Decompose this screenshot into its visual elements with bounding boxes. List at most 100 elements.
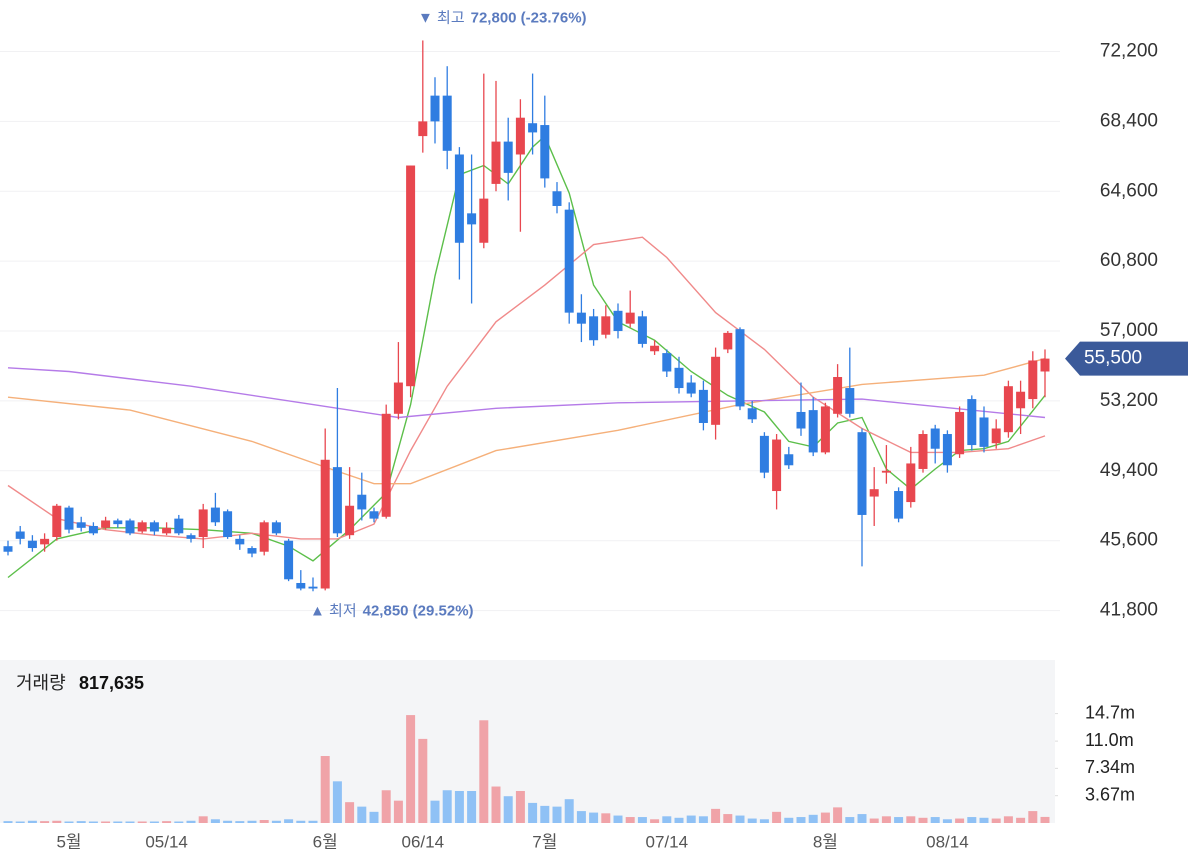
candle-body (845, 388, 855, 414)
volume-bar (589, 812, 599, 823)
volume-bar (149, 821, 159, 823)
candle-body (528, 123, 538, 133)
candle-body (735, 329, 745, 407)
candle-body (467, 213, 477, 225)
volume-bar (320, 756, 330, 823)
candle-body (991, 428, 1001, 444)
candle-body (808, 410, 818, 453)
volume-tick-label: 11.0m (1085, 730, 1134, 750)
candle-body (345, 505, 355, 536)
volume-bar (601, 813, 611, 823)
candle-body (162, 527, 172, 534)
volume-bar (723, 814, 733, 823)
candle-body (223, 511, 233, 538)
volume-bar (454, 790, 464, 823)
volume-bar (674, 817, 684, 823)
candle-body (308, 586, 318, 589)
volume-bar (869, 818, 879, 823)
candle-body (369, 511, 379, 519)
volume-bar (711, 808, 721, 823)
x-tick-label: 05/14 (145, 832, 188, 851)
candle-body (967, 399, 977, 446)
candle-body (101, 520, 111, 528)
volume-bar (808, 814, 818, 823)
candle-body (955, 411, 965, 455)
y-tick-label: 45,600 (1100, 530, 1158, 551)
volume-bar (52, 820, 62, 823)
candle-body (284, 540, 294, 580)
volume-bar (369, 811, 379, 823)
volume-bar (1028, 811, 1038, 823)
candle-body (906, 463, 916, 503)
volume-bar (491, 786, 501, 823)
candle-body (662, 353, 672, 372)
y-tick-label: 68,400 (1100, 110, 1158, 131)
candle-body (625, 312, 635, 324)
candle-body (601, 316, 611, 335)
candle-body (40, 538, 50, 545)
candle-body (515, 117, 525, 155)
volume-bar (845, 817, 855, 823)
volume-title: 거래량 (16, 673, 66, 693)
volume-bar (27, 820, 37, 823)
volume-tick-label: 14.7m (1085, 702, 1135, 722)
candle-body (271, 522, 281, 534)
volume-tick-label: 7.34m (1085, 757, 1135, 777)
candle-body (247, 548, 257, 554)
candle-body (259, 522, 269, 552)
candle-body (149, 522, 159, 532)
x-tick-label: 8월 (813, 832, 838, 851)
candle-body (442, 95, 452, 151)
candle-body (564, 209, 574, 313)
candle-body (637, 316, 647, 344)
x-tick-label: 06/14 (402, 832, 445, 851)
volume-bar (223, 820, 233, 823)
volume-bar (479, 720, 489, 823)
volume-bar (540, 805, 550, 823)
candle-body (796, 411, 806, 429)
volume-bar (64, 821, 74, 823)
candle-body (137, 522, 147, 532)
volume-bar (296, 820, 306, 823)
annotation: ▼ 최고 72,800 (-23.76%) (418, 9, 587, 26)
volume-bar (613, 815, 623, 823)
volume-bar (503, 796, 513, 823)
candle-body (881, 470, 891, 473)
candle-body (589, 316, 599, 341)
candle-body (15, 531, 25, 539)
candle-body (113, 520, 123, 525)
candle-body (747, 408, 757, 420)
y-tick-label: 72,200 (1100, 41, 1158, 62)
volume-bar (637, 817, 647, 823)
candle-body (723, 332, 733, 350)
candle-body (576, 312, 586, 324)
annotation-value: 72,800 (-23.76%) (471, 9, 587, 26)
volume-bar (442, 790, 452, 823)
candle-body (1028, 360, 1038, 400)
y-tick-label: 60,800 (1100, 250, 1158, 271)
volume-bar (40, 821, 50, 823)
candle-body (613, 310, 623, 332)
volume-bar (991, 818, 1001, 823)
volume-bar (662, 816, 672, 823)
volume-bar (747, 818, 757, 823)
candle-body (430, 95, 440, 122)
volume-bar (247, 820, 257, 823)
candle-body (64, 507, 74, 530)
candle-body (174, 518, 184, 534)
volume-bar (186, 820, 196, 823)
volume-panel (0, 660, 1055, 823)
volume-bar (930, 817, 940, 823)
volume-bar (942, 819, 952, 823)
volume-bar (271, 820, 281, 823)
candle-body (759, 435, 769, 473)
moving-average (7, 236, 1046, 540)
candle-body (320, 459, 330, 589)
candle-body (381, 413, 391, 517)
volume-bar (113, 821, 123, 823)
moving-average (7, 367, 1046, 419)
x-tick-label: 07/14 (646, 832, 689, 851)
volume-bar (759, 819, 769, 823)
candle-body (894, 491, 904, 519)
candle-body (357, 494, 367, 510)
